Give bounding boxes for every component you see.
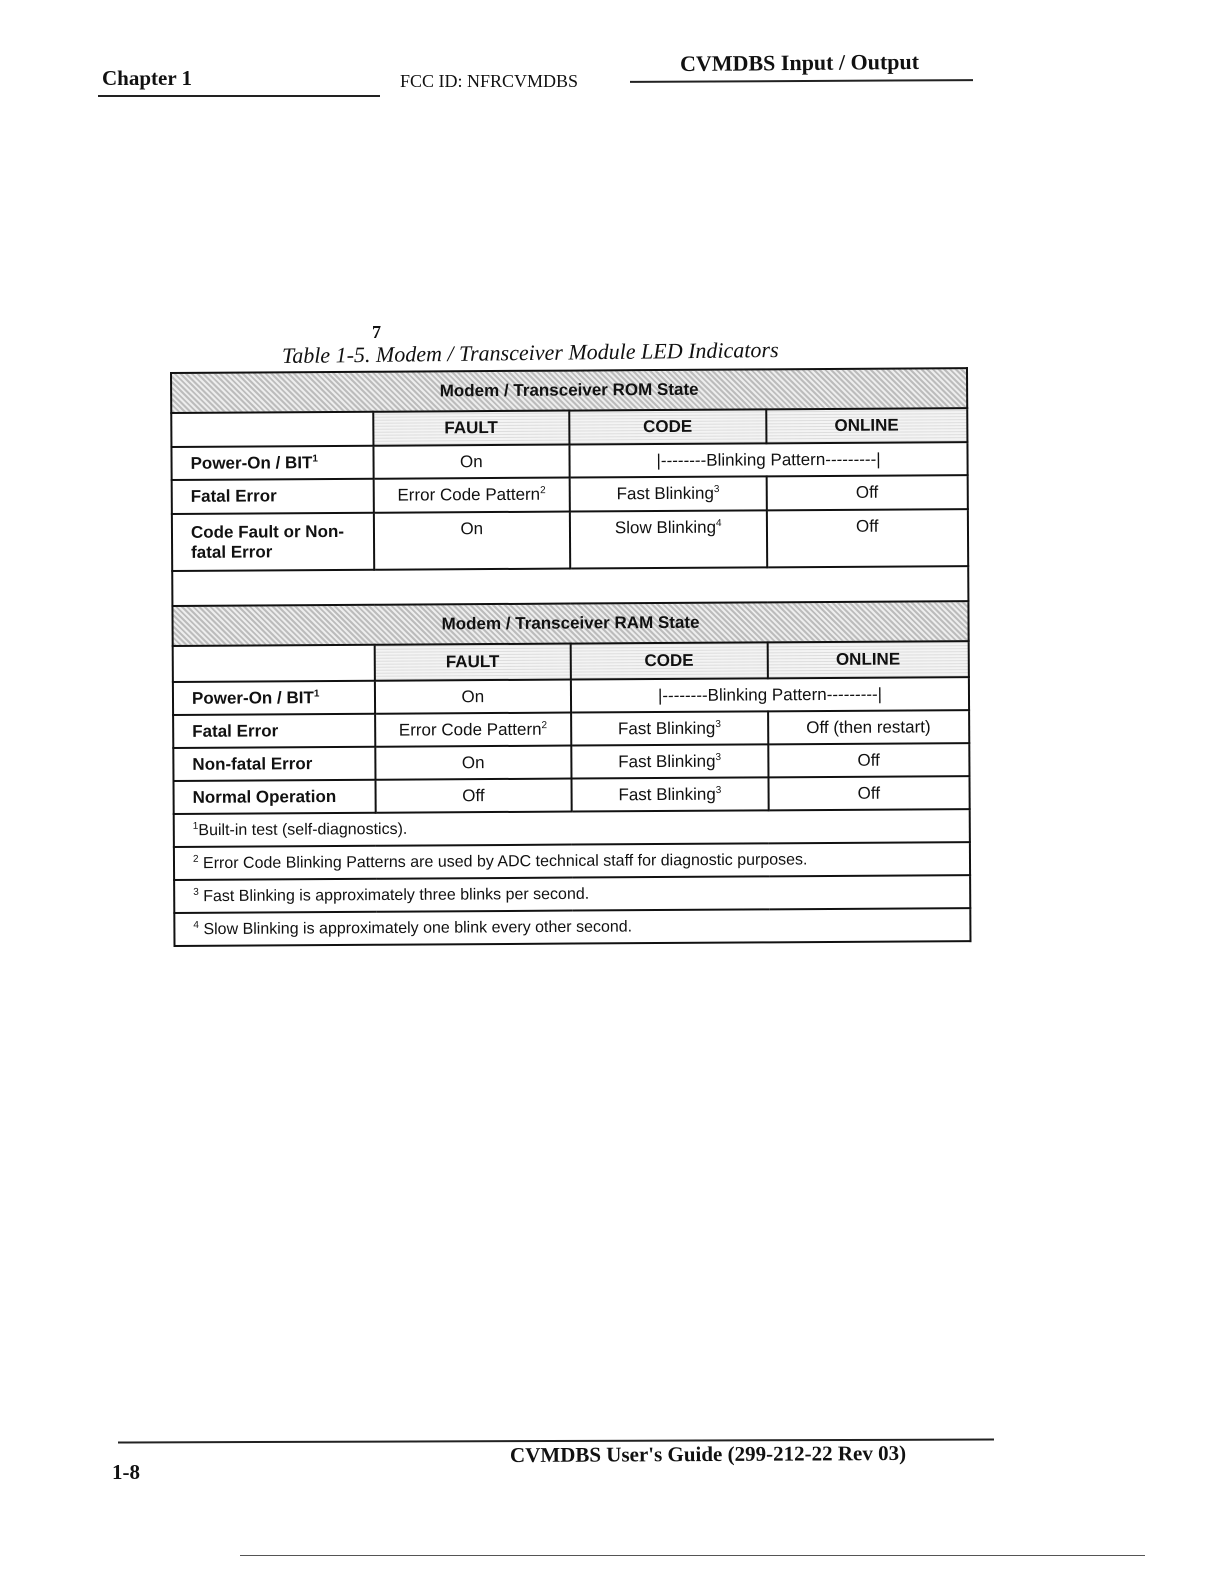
row-label: Code Fault or Non-fatal Error [171,512,374,571]
footnote: 4 Slow Blinking is approximately one bli… [174,908,971,946]
ram-state-heading: Modem / Transceiver RAM State [172,601,969,646]
table-row: Normal Operation Off Fast Blinking3 Off [173,776,970,814]
footnote-ref: 2 [541,719,548,731]
code-cell: Slow Blinking [614,517,717,538]
footnote: 1Built-in test (self-diagnostics). [173,809,970,847]
col-code: CODE [570,642,768,680]
table-row: Fatal Error Error Code Pattern2 Fast Bli… [171,475,968,514]
handwritten-note: 7 [372,322,381,342]
footnote-ref: 3 [713,483,720,496]
row-label: Power-On / BIT [191,687,314,708]
fault-cell: On [374,679,572,714]
table-title: Table 1-5. Modem / Transceiver Module LE… [281,336,779,369]
fcc-id: FCC ID: NFRCVMDBS [400,71,579,91]
page-number: 1-8 [112,1460,140,1484]
table-row: Code Fault or Non-fatal Error On Slow Bl… [171,509,969,571]
fault-cell: On [373,444,570,479]
col-code: CODE [569,409,766,445]
footnote-ref: 3 [715,751,722,763]
table-row: Non-fatal Error On Fast Blinking3 Off [173,743,970,781]
code-cell: Fast Blinking [617,718,716,738]
footnote-ref: 1 [313,687,320,699]
footnote-ref: 3 [715,718,721,730]
online-cell: Off (then restart) [767,710,970,745]
online-cell: Off [766,475,968,511]
fault-cell: Error Code Pattern [398,719,542,740]
footnote-ref: 1 [312,452,318,464]
guide-title: CVMDBS User's Guide (299-212-22 Rev 03) [509,1440,907,1468]
code-cell: Fast Blinking [618,751,716,771]
footnote: 2 Error Code Blinking Patterns are used … [173,842,971,880]
col-online: ONLINE [767,641,969,679]
footnote-ref: 2 [540,485,546,497]
col-fault: FAULT [372,410,570,446]
row-label: Normal Operation [173,779,376,814]
online-cell: Off [768,776,970,811]
col-online: ONLINE [765,408,968,444]
chapter-label: Chapter 1 [102,66,193,90]
fault-cell: Error Code Pattern [397,484,541,505]
table-row: Power-On / BIT1 On |--------Blinking Pat… [171,442,968,480]
fault-cell: On [374,745,572,780]
online-cell: Off [766,509,969,568]
row-label: Fatal Error [173,713,375,748]
footnote-ref: 3 [715,784,722,796]
code-cell: Fast Blinking [618,784,716,804]
scan-edge-line [240,1555,1145,1556]
section-title: CVMDBS Input / Output [679,48,920,77]
fault-cell: Off [375,778,572,813]
row-label: Fatal Error [171,478,374,514]
header-rule-left [98,95,380,97]
table-row: Power-On / BIT1 On |--------Blinking Pat… [172,677,970,715]
table-row: Fatal Error Error Code Pattern2 Fast Bli… [173,710,970,748]
rom-state-heading: Modem / Transceiver ROM State [171,368,968,413]
blank-cell [172,644,375,682]
col-fault: FAULT [374,643,571,681]
blank-cell [171,411,374,447]
row-label: Power-On / BIT [190,452,313,473]
fault-cell: On [373,511,571,570]
blinking-pattern-cell: |--------Blinking Pattern---------| [570,677,970,713]
blinking-pattern-cell: |--------Blinking Pattern---------| [569,442,968,478]
footnote: 3 Fast Blinking is approximately three b… [174,875,971,913]
led-indicator-table: Modem / Transceiver ROM State FAULT CODE… [170,367,971,947]
footnote-ref: 4 [715,517,722,530]
spacer-row [172,566,969,606]
header-rule-right [629,79,974,83]
online-cell: Off [767,743,970,778]
row-label: Non-fatal Error [173,746,376,781]
code-cell: Fast Blinking [616,483,714,504]
